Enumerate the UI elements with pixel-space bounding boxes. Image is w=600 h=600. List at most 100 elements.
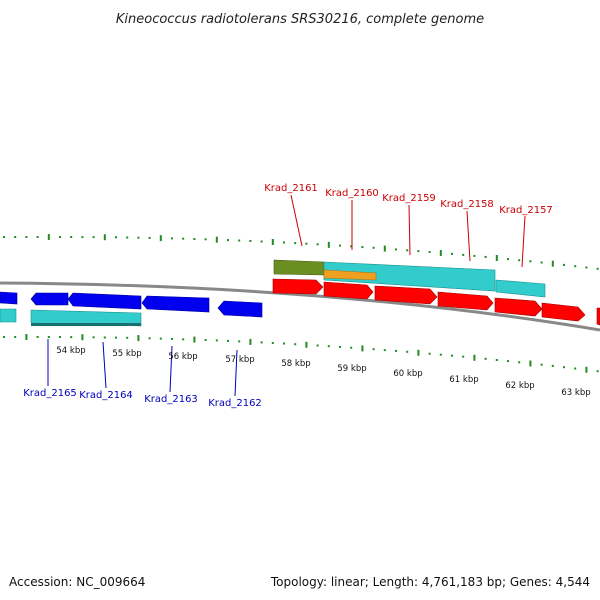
major-tick (215, 236, 218, 243)
forward-gene-feature[interactable] (495, 279, 546, 298)
minor-tick (182, 338, 185, 341)
minor-tick (227, 239, 229, 242)
lower-tick-track (3, 334, 599, 373)
major-tick (271, 239, 274, 245)
minor-tick (227, 339, 229, 342)
scale-label: 60 kbp (393, 369, 422, 379)
gene-label-krad-2161[interactable]: Krad_2161 (264, 183, 318, 194)
minor-tick (70, 336, 73, 339)
major-tick (25, 334, 28, 340)
track-shadow (31, 323, 141, 326)
minor-tick (316, 243, 319, 246)
minor-tick (451, 252, 453, 255)
reverse-cds-feature[interactable] (217, 300, 263, 318)
gene-label-krad-2159[interactable]: Krad_2159 (382, 193, 436, 204)
minor-tick (372, 246, 375, 249)
minor-tick (47, 336, 50, 338)
minor-tick (350, 346, 353, 349)
minor-tick (103, 336, 106, 339)
major-tick (47, 234, 50, 240)
major-tick (305, 341, 308, 348)
scale-label: 62 kbp (505, 381, 534, 391)
major-tick (361, 345, 364, 352)
minor-tick (462, 355, 465, 358)
minor-tick (316, 344, 319, 347)
major-tick (81, 334, 84, 341)
minor-tick (70, 236, 73, 238)
scale-label: 59 kbp (337, 364, 366, 374)
minor-tick (339, 345, 341, 348)
forward-cds-feature[interactable] (437, 291, 494, 311)
forward-cds-feature[interactable] (374, 285, 438, 305)
forward-cds-feature[interactable] (323, 281, 374, 300)
major-tick (249, 338, 252, 345)
minor-tick (305, 242, 308, 245)
leader-line (290, 194, 303, 247)
major-tick (551, 260, 554, 267)
rna-feature[interactable] (273, 259, 325, 276)
reverse-gene-feature[interactable] (0, 308, 17, 323)
reverse-cds-feature[interactable] (0, 291, 18, 305)
feature-track (0, 259, 600, 327)
minor-tick (182, 237, 185, 240)
major-tick (585, 366, 588, 373)
scale-label: 61 kbp (449, 375, 478, 385)
gene-label-krad-2162[interactable]: Krad_2162 (208, 398, 262, 409)
minor-tick (518, 259, 521, 262)
leader-line (521, 215, 526, 268)
forward-cds-feature[interactable] (494, 297, 543, 317)
minor-tick (439, 353, 442, 356)
major-tick (137, 335, 140, 342)
forward-cds-feature[interactable] (272, 278, 324, 295)
major-tick (103, 234, 106, 241)
minor-tick (115, 236, 117, 239)
minor-tick (171, 337, 173, 340)
gene-label-krad-2160[interactable]: Krad_2160 (325, 188, 379, 199)
scale-labels: 54 kbp 55 kbp 56 kbp 57 kbp 58 kbp 59 kb… (56, 346, 590, 398)
forward-cds-feature[interactable] (596, 307, 600, 326)
gene-label-krad-2158[interactable]: Krad_2158 (440, 199, 494, 210)
scale-label: 63 kbp (561, 388, 590, 398)
minor-tick (81, 236, 84, 239)
minor-tick (92, 336, 95, 339)
major-tick (439, 250, 442, 256)
minor-tick (3, 336, 5, 338)
minor-tick (92, 236, 95, 239)
leader-line (169, 345, 173, 393)
minor-tick (372, 348, 375, 351)
minor-tick (428, 352, 431, 355)
minor-tick (215, 339, 218, 342)
minor-tick (148, 337, 151, 340)
gene-label-krad-2164[interactable]: Krad_2164 (79, 390, 133, 401)
reverse-cds-feature[interactable] (141, 295, 210, 313)
minor-tick (596, 370, 599, 373)
major-tick (383, 245, 386, 252)
minor-tick (238, 239, 241, 242)
gene-label-krad-2163[interactable]: Krad_2163 (144, 394, 198, 405)
reverse-cds-feature[interactable] (67, 292, 142, 310)
minor-tick (327, 345, 330, 348)
minor-tick (563, 366, 565, 369)
major-tick (327, 241, 330, 248)
minor-tick (59, 336, 61, 338)
gene-label-krad-2165[interactable]: Krad_2165 (23, 388, 77, 399)
major-tick (417, 349, 420, 356)
minor-tick (563, 263, 565, 266)
minor-tick (283, 342, 285, 345)
minor-tick (204, 238, 207, 241)
other-feature[interactable] (323, 269, 377, 281)
minor-tick (484, 255, 487, 258)
major-tick (473, 354, 476, 361)
reverse-cds-feature[interactable] (30, 292, 69, 306)
forward-gene-labels: Krad_2161 Krad_2160 Krad_2159 Krad_2158 … (264, 183, 553, 268)
minor-tick (361, 246, 364, 249)
reverse-gene-labels: Krad_2165 Krad_2164 Krad_2163 Krad_2162 (23, 339, 262, 409)
forward-cds-feature[interactable] (541, 302, 586, 322)
minor-tick (249, 240, 252, 242)
gene-label-krad-2157[interactable]: Krad_2157 (499, 205, 553, 216)
minor-tick (585, 266, 588, 269)
accession-label: Accession: NC_009664 (9, 575, 145, 589)
leader-line (466, 210, 471, 262)
major-tick (495, 255, 498, 261)
